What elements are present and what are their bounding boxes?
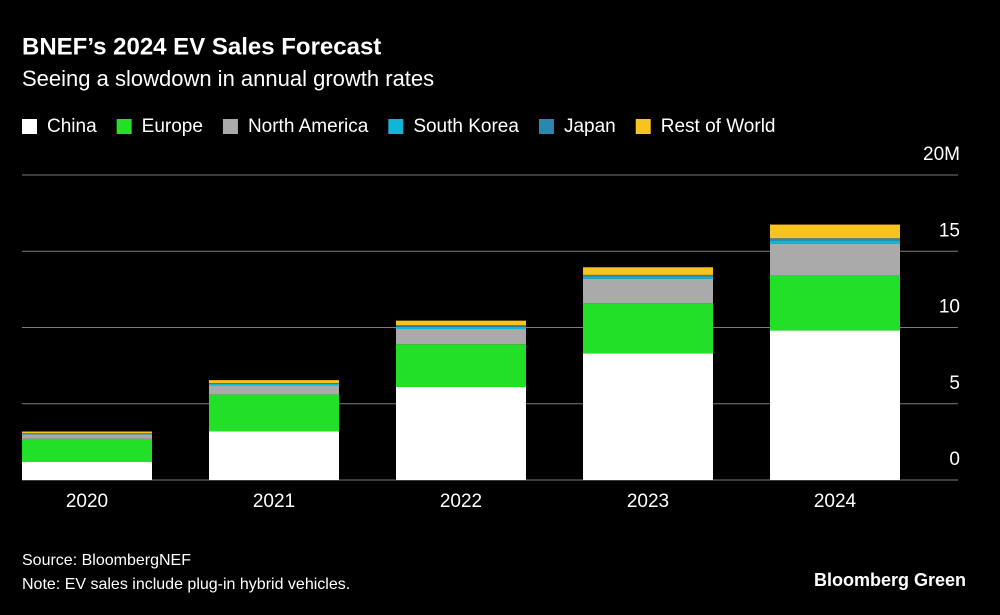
bar-segment	[770, 240, 900, 244]
legend-swatch	[22, 119, 37, 134]
legend-swatch	[538, 119, 554, 134]
bar-segment	[209, 385, 339, 395]
x-tick-label: 2022	[440, 491, 482, 512]
bar-segment	[583, 274, 713, 277]
bar-segment	[396, 326, 526, 330]
bar-segment	[770, 275, 900, 331]
legend-swatch	[222, 119, 238, 134]
bar-segment	[583, 278, 713, 304]
bar-segment	[22, 434, 152, 439]
bar-segment	[396, 344, 526, 387]
legend-label: Europe	[142, 116, 203, 137]
x-tick-label: 2023	[627, 491, 669, 512]
source: Source: BloombergNEF	[22, 552, 191, 569]
bar-segment	[396, 329, 526, 345]
bar-segment	[209, 383, 339, 384]
note: Note: EV sales include plug-in hybrid ve…	[22, 576, 350, 593]
bar-segment	[396, 386, 526, 480]
bar-segment	[209, 431, 339, 480]
x-tick-label: 2021	[253, 491, 295, 512]
legend-label: North America	[248, 116, 369, 137]
bar-segment	[770, 330, 900, 480]
bar-segment	[583, 276, 713, 279]
bar-segment	[209, 383, 339, 386]
bar-segment	[209, 380, 339, 384]
legend-label: Japan	[564, 116, 616, 137]
legend-label: South Korea	[413, 116, 519, 137]
bar-segment	[770, 224, 900, 239]
chart-subtitle: Seeing a slowdown in annual growth rates	[22, 66, 434, 91]
legend-swatch	[388, 119, 404, 134]
bar-segment	[22, 461, 152, 480]
bar-segment	[22, 431, 152, 434]
bar-segment	[770, 243, 900, 276]
y-tick-label: 5	[949, 373, 960, 394]
y-tick-label: 10	[939, 297, 960, 318]
x-tick-label: 2020	[66, 491, 108, 512]
legend-label: China	[47, 116, 97, 137]
y-tick-label: 20M	[923, 144, 960, 165]
bar-segment	[22, 438, 152, 462]
bar-segment	[770, 238, 900, 241]
legend-swatch	[116, 119, 132, 134]
bar-segment	[396, 320, 526, 326]
legend-swatch	[635, 119, 651, 134]
chart-title: BNEF’s 2024 EV Sales Forecast	[22, 33, 381, 60]
y-tick-label: 15	[939, 220, 960, 241]
bar-segment	[396, 325, 526, 327]
legend-label: Rest of World	[661, 116, 776, 137]
bar-segment	[22, 433, 152, 435]
bar-segment	[583, 267, 713, 275]
bar-segment	[583, 353, 713, 480]
bar-segment	[583, 303, 713, 354]
y-tick-label: 0	[949, 449, 960, 470]
bar-segment	[209, 394, 339, 432]
x-tick-label: 2024	[814, 491, 857, 512]
brand: Bloomberg Green	[814, 570, 966, 590]
